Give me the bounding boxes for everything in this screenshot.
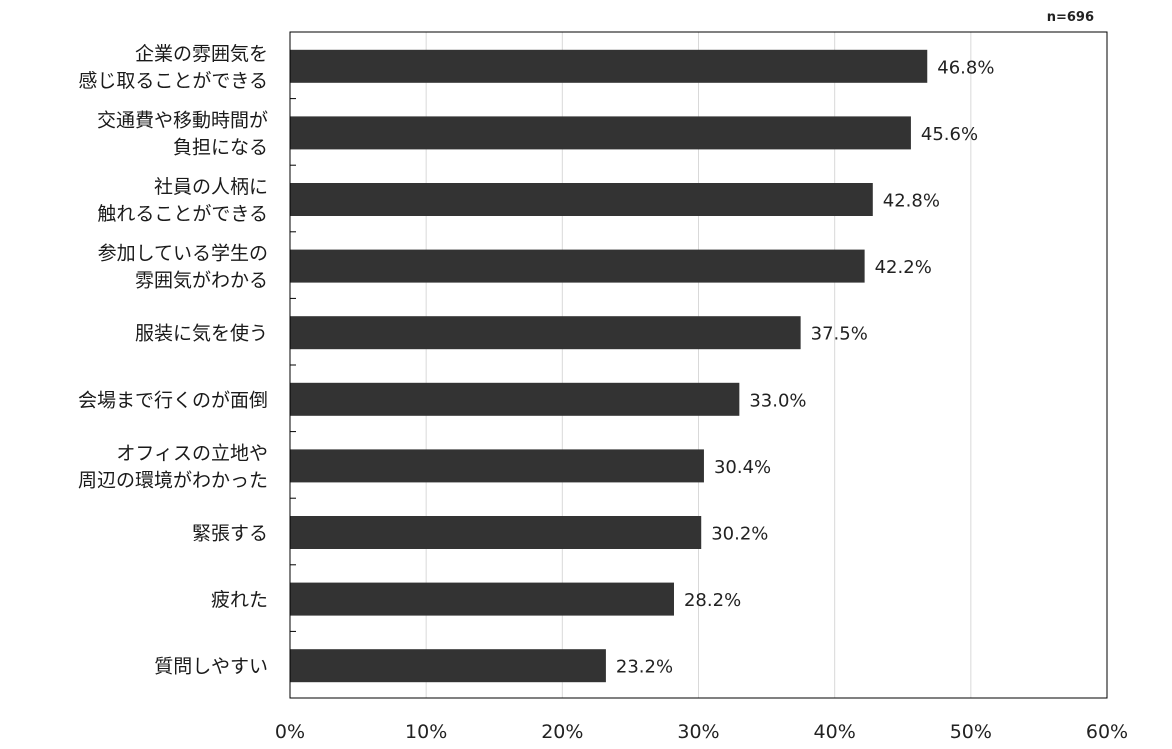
category-label-1: 交通費や移動時間が負担になる: [97, 109, 268, 158]
value-labels: 46.8% 45.6% 42.8% 42.2% 37.5% 33.0% 30.4% 30.2%…: [616, 57, 995, 677]
category-label-2: 社員の人柄に触れることができる: [97, 176, 268, 225]
value-label-0: 46.8%: [937, 57, 994, 78]
category-label-7: 緊張する: [192, 523, 268, 545]
value-label-3: 42.2%: [875, 257, 932, 278]
x-tick-labels: 0% 10% 20% 30% 40% 50% 60%: [275, 721, 1128, 743]
x-tick-label-20: 20%: [541, 721, 583, 743]
bar-2: [290, 183, 873, 216]
value-label-7: 30.2%: [711, 524, 768, 545]
value-label-8: 28.2%: [684, 590, 741, 611]
bar-3: [290, 249, 865, 283]
value-label-2: 42.8%: [883, 191, 940, 212]
bars: [290, 49, 928, 683]
value-label-5: 33.0%: [749, 390, 806, 411]
bar-9: [290, 649, 606, 683]
category-label-8: 疲れた: [211, 589, 268, 611]
value-label-9: 23.2%: [616, 657, 673, 678]
axes: [289, 31, 1108, 699]
value-label-6: 30.4%: [714, 457, 771, 478]
bar-0: [290, 49, 928, 83]
x-tick-label-50: 50%: [950, 721, 992, 743]
category-labels: 企業の雰囲気を感じ取ることができる交通費や移動時間が負担になる社員の人柄に触れる…: [78, 43, 268, 678]
x-tick-label-0: 0%: [275, 721, 305, 743]
x-tick-label-10: 10%: [405, 721, 447, 743]
category-label-6: オフィスの立地や周辺の環境がわかった: [78, 442, 268, 491]
bar-6: [290, 449, 704, 483]
bar-4: [290, 316, 801, 350]
value-label-1: 45.6%: [921, 124, 978, 145]
x-tick-label-60: 60%: [1086, 721, 1128, 743]
bar-5: [290, 382, 740, 416]
sample-size-note: n=696: [1047, 10, 1094, 25]
category-label-3: 参加している学生の雰囲気がわかる: [98, 243, 268, 292]
x-tick-label-40: 40%: [814, 721, 856, 743]
x-tick-label-30: 30%: [677, 721, 719, 743]
category-label-5: 会場まで行くのが面倒: [78, 389, 268, 411]
category-label-9: 質問しやすい: [154, 656, 268, 678]
bar-1: [290, 116, 911, 150]
value-label-4: 37.5%: [811, 324, 868, 345]
category-label-0: 企業の雰囲気を感じ取ることができる: [78, 43, 268, 92]
bar-7: [290, 516, 702, 549]
category-label-4: 服装に気を使う: [135, 323, 268, 345]
bar-8: [290, 582, 674, 616]
